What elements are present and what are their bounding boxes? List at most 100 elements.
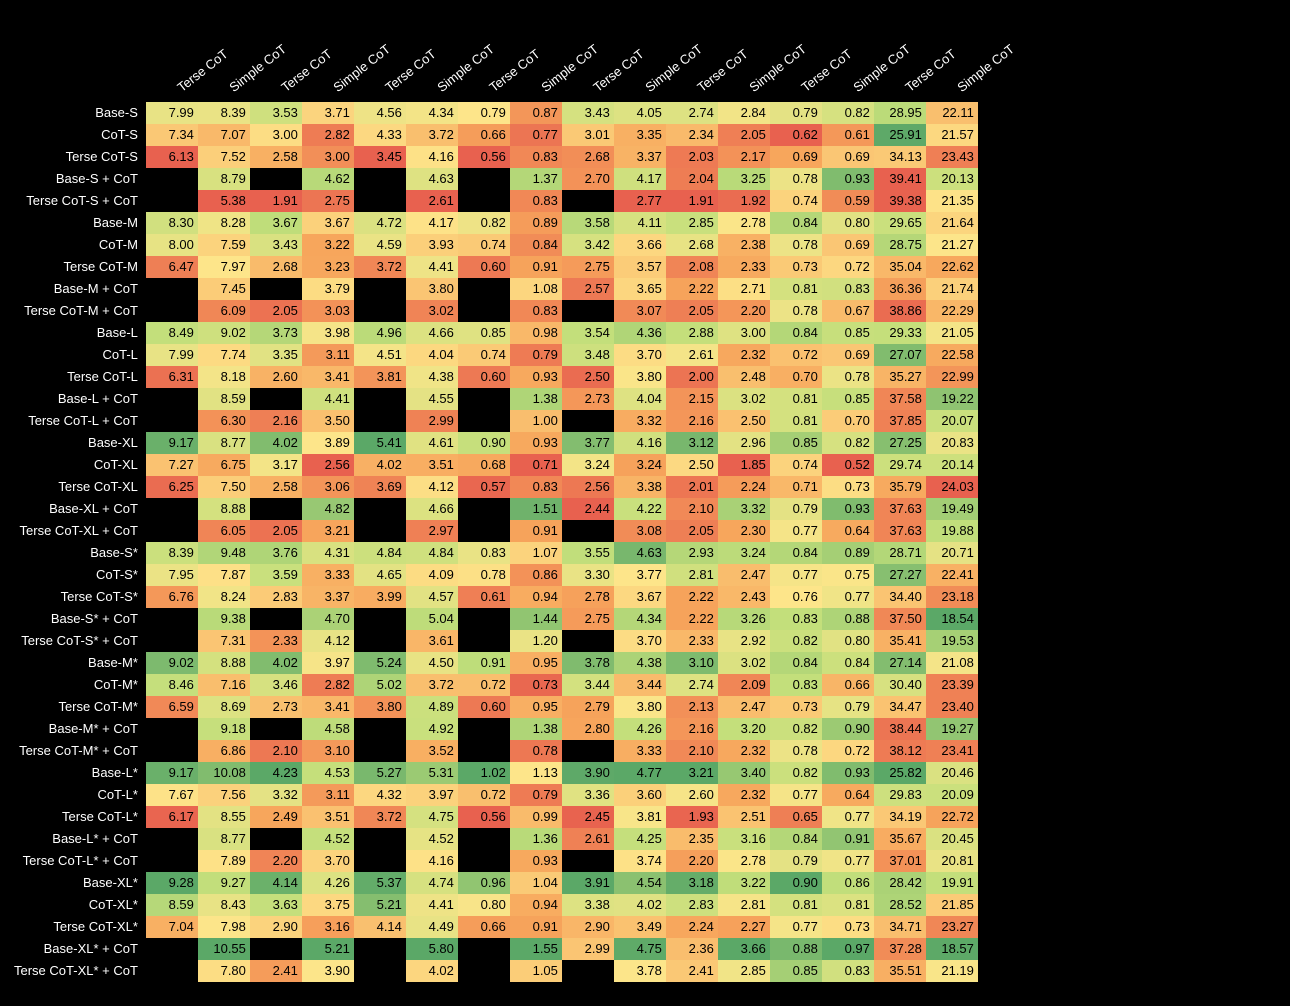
cell: 7.80 <box>198 960 250 982</box>
cell: 6.30 <box>198 410 250 432</box>
cell <box>354 168 406 190</box>
table-row: Base-M + CoT7.453.793.801.082.573.652.22… <box>12 278 978 300</box>
cell: 34.71 <box>874 916 926 938</box>
cell: 3.50 <box>302 410 354 432</box>
cell: 3.35 <box>250 344 302 366</box>
cell <box>146 498 198 520</box>
cell: 5.37 <box>354 872 406 894</box>
cell: 2.24 <box>718 476 770 498</box>
cell: 2.33 <box>250 630 302 652</box>
row-label: Terse CoT-XL* + CoT <box>12 960 146 982</box>
cell: 0.59 <box>822 190 874 212</box>
row-label: Base-L <box>12 322 146 344</box>
cell: 0.76 <box>770 586 822 608</box>
row-label: CoT-S <box>12 124 146 146</box>
cell: 1.91 <box>666 190 718 212</box>
cell: 29.74 <box>874 454 926 476</box>
cell: 0.84 <box>822 652 874 674</box>
cell: 2.43 <box>718 586 770 608</box>
cell: 4.36 <box>614 322 666 344</box>
cell: 2.48 <box>718 366 770 388</box>
row-label: Terse CoT-S + CoT <box>12 190 146 212</box>
cell: 3.10 <box>666 652 718 674</box>
cell: 28.42 <box>874 872 926 894</box>
cell: 34.13 <box>874 146 926 168</box>
cell: 2.16 <box>250 410 302 432</box>
cell: 22.62 <box>926 256 978 278</box>
cell <box>458 960 510 982</box>
cell: 4.02 <box>406 960 458 982</box>
table-row: Terse CoT-XL* + CoT7.802.413.904.021.053… <box>12 960 978 982</box>
cell: 3.60 <box>614 784 666 806</box>
cell: 0.79 <box>770 850 822 872</box>
row-label: Terse CoT-M* + CoT <box>12 740 146 762</box>
cell: 8.59 <box>198 388 250 410</box>
cell: 2.38 <box>718 234 770 256</box>
table-row: Base-M*9.028.884.023.975.244.500.910.953… <box>12 652 978 674</box>
table-head: Terse CoTSimple CoTTerse CoTSimple CoTTe… <box>12 12 978 102</box>
cell: 0.93 <box>822 762 874 784</box>
cell: 3.76 <box>250 542 302 564</box>
cell <box>146 190 198 212</box>
cell: 22.99 <box>926 366 978 388</box>
cell: 2.78 <box>718 212 770 234</box>
cell: 0.77 <box>510 124 562 146</box>
cell: 3.07 <box>614 300 666 322</box>
cell: 0.79 <box>458 102 510 124</box>
cell: 23.40 <box>926 696 978 718</box>
cell: 2.61 <box>406 190 458 212</box>
cell: 0.81 <box>770 894 822 916</box>
cell: 38.86 <box>874 300 926 322</box>
cell: 2.93 <box>666 542 718 564</box>
cell: 2.78 <box>718 850 770 872</box>
cell: 2.20 <box>250 850 302 872</box>
row-label: Terse CoT-M* <box>12 696 146 718</box>
cell: 7.04 <box>146 916 198 938</box>
cell: 3.42 <box>562 234 614 256</box>
cell: 20.45 <box>926 828 978 850</box>
cell: 1.05 <box>510 960 562 982</box>
cell: 2.03 <box>666 146 718 168</box>
cell: 27.07 <box>874 344 926 366</box>
cell: 4.49 <box>406 916 458 938</box>
cell: 0.84 <box>770 322 822 344</box>
cell <box>458 168 510 190</box>
cell <box>354 828 406 850</box>
cell: 3.20 <box>718 718 770 740</box>
cell: 3.02 <box>406 300 458 322</box>
cell <box>354 740 406 762</box>
table-row: Base-L + CoT8.594.414.551.382.734.042.15… <box>12 388 978 410</box>
cell <box>146 938 198 960</box>
cell: 0.84 <box>770 542 822 564</box>
cell: 5.02 <box>354 674 406 696</box>
cell: 4.58 <box>302 718 354 740</box>
cell: 1.44 <box>510 608 562 630</box>
cell: 19.22 <box>926 388 978 410</box>
cell: 0.91 <box>510 256 562 278</box>
cell: 3.24 <box>718 542 770 564</box>
row-label: CoT-M <box>12 234 146 256</box>
cell <box>146 960 198 982</box>
cell: 0.91 <box>458 652 510 674</box>
cell: 37.50 <box>874 608 926 630</box>
cell: 6.31 <box>146 366 198 388</box>
cell: 8.88 <box>198 498 250 520</box>
cell: 3.16 <box>718 828 770 850</box>
cell: 7.98 <box>198 916 250 938</box>
row-label: Base-S + CoT <box>12 168 146 190</box>
cell: 5.38 <box>198 190 250 212</box>
cell: 8.24 <box>198 586 250 608</box>
cell: 3.41 <box>302 366 354 388</box>
cell <box>354 520 406 542</box>
cell: 0.83 <box>458 542 510 564</box>
cell: 0.80 <box>822 630 874 652</box>
cell: 4.25 <box>614 828 666 850</box>
cell: 0.52 <box>822 454 874 476</box>
row-label: CoT-L* <box>12 784 146 806</box>
cell: 3.10 <box>302 740 354 762</box>
cell: 8.39 <box>146 542 198 564</box>
cell: 3.66 <box>614 234 666 256</box>
cell: 3.17 <box>250 454 302 476</box>
cell <box>354 938 406 960</box>
cell <box>250 168 302 190</box>
